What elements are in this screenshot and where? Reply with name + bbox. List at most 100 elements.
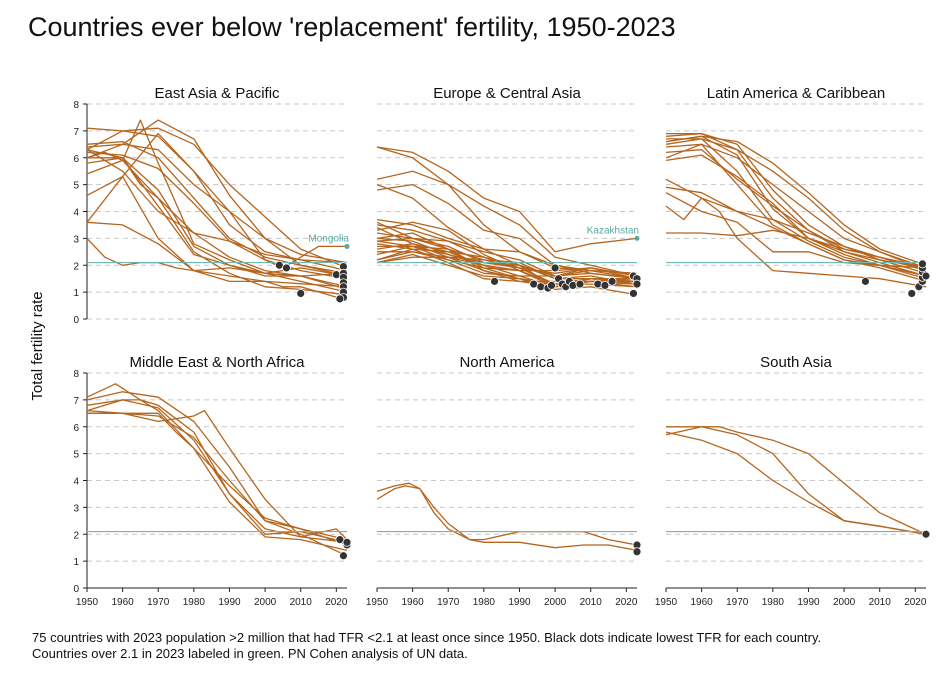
x-tick-label: 1980 — [473, 597, 496, 608]
panel-title-middle-east-north-africa: Middle East & North Africa — [129, 354, 305, 371]
x-tick-label: 2010 — [580, 597, 603, 608]
series-line — [376, 224, 638, 277]
series-line — [665, 431, 927, 535]
footnote-line-2: Countries over 2.1 in 2023 labeled in gr… — [32, 646, 468, 661]
series-line — [666, 132, 927, 274]
series-line — [86, 157, 348, 277]
series-line — [376, 170, 638, 277]
y-tick-label: 7 — [73, 127, 79, 138]
minimum-dot — [335, 294, 345, 304]
x-tick-label: 1950 — [655, 597, 678, 608]
panel-title-europe-central-asia: Europe & Central Asia — [433, 85, 581, 102]
x-tick-label: 1990 — [797, 597, 820, 608]
series-line — [86, 221, 348, 277]
series-line — [86, 143, 348, 264]
x-tick-label: 2000 — [544, 597, 567, 608]
minimum-dot — [921, 271, 931, 281]
country-label: Kazakhstan — [587, 225, 639, 236]
series-line — [665, 149, 927, 269]
panel-title-latin-america-caribbean: Latin America & Caribbean — [707, 85, 885, 102]
series-line — [86, 175, 348, 301]
y-tick-label: 4 — [73, 477, 79, 488]
y-tick-label: 8 — [73, 369, 79, 380]
series-line — [665, 192, 927, 277]
panel-title-south-asia: South Asia — [760, 354, 832, 371]
y-tick-label: 4 — [73, 208, 79, 219]
series-line — [376, 218, 638, 283]
series-line — [666, 229, 927, 269]
y-tick-label: 3 — [73, 503, 79, 514]
minimum-dot — [342, 537, 352, 547]
x-tick-label: 1970 — [147, 597, 170, 608]
series-line — [666, 138, 927, 269]
series-line — [666, 426, 927, 535]
panel-title-north-america: North America — [459, 354, 555, 371]
minimum-dot — [632, 279, 642, 289]
y-tick-label: 6 — [73, 154, 79, 165]
series-line — [665, 132, 927, 277]
x-tick-label: 1980 — [183, 597, 206, 608]
x-tick-label: 1970 — [437, 597, 460, 608]
minimum-dot — [861, 276, 870, 286]
x-tick-label: 2020 — [325, 597, 348, 608]
series-line — [376, 245, 638, 277]
series-line — [665, 135, 927, 266]
series-line — [665, 186, 927, 272]
series-line — [376, 183, 638, 274]
y-tick-label: 1 — [73, 288, 79, 299]
series-line — [376, 240, 638, 296]
series-line — [86, 237, 348, 288]
series-line — [665, 143, 927, 272]
footnote-line-1: 75 countries with 2023 population >2 mil… — [32, 630, 822, 645]
y-tick-label: 3 — [73, 234, 79, 245]
x-tick-label: 1990 — [508, 597, 531, 608]
minimum-dot — [629, 289, 638, 298]
y-tick-label: 7 — [73, 396, 79, 407]
y-tick-label: 1 — [73, 557, 79, 568]
minimum-dot — [296, 289, 306, 298]
series-line — [86, 399, 348, 541]
series-line — [665, 197, 927, 288]
series-line — [665, 178, 927, 269]
x-tick-label: 1950 — [366, 597, 389, 608]
panel-title-east-asia-pacific: East Asia & Pacific — [154, 85, 280, 102]
label-point — [344, 243, 350, 249]
series-line — [86, 399, 348, 543]
country-label: Mongolia — [308, 233, 349, 244]
series-line — [376, 482, 638, 552]
minimum-dot — [536, 282, 546, 292]
x-tick-label: 2010 — [290, 597, 313, 608]
minimum-dot — [918, 259, 927, 269]
chart-title: Countries ever below 'replacement' ferti… — [28, 12, 676, 42]
minimum-dot — [282, 263, 291, 273]
x-tick-label: 1960 — [111, 597, 134, 608]
x-tick-label: 1980 — [762, 597, 785, 608]
x-tick-label: 2020 — [615, 597, 638, 608]
x-tick-label: 2000 — [254, 597, 277, 608]
minimum-dot — [575, 279, 585, 289]
x-tick-label: 1970 — [726, 597, 749, 608]
series-line — [86, 383, 348, 546]
y-tick-label: 0 — [73, 315, 79, 326]
x-tick-label: 1960 — [690, 597, 713, 608]
x-tick-label: 1960 — [401, 597, 424, 608]
y-tick-label: 0 — [73, 584, 79, 595]
x-tick-label: 2000 — [833, 597, 856, 608]
minimum-dot — [547, 281, 556, 290]
series-line — [86, 140, 348, 274]
series-line — [376, 146, 638, 253]
label-point — [634, 235, 640, 241]
series-line — [86, 132, 347, 269]
x-tick-label: 1950 — [76, 597, 99, 608]
series-line — [376, 232, 638, 288]
series-line — [87, 412, 348, 552]
series-line — [86, 149, 348, 264]
y-tick-label: 2 — [73, 530, 79, 541]
minimum-dot — [339, 551, 348, 561]
series-line — [87, 409, 348, 543]
y-tick-label: 5 — [73, 450, 79, 461]
minimum-dot — [600, 281, 610, 290]
minimum-dot — [490, 276, 499, 286]
x-tick-label: 2020 — [904, 597, 927, 608]
